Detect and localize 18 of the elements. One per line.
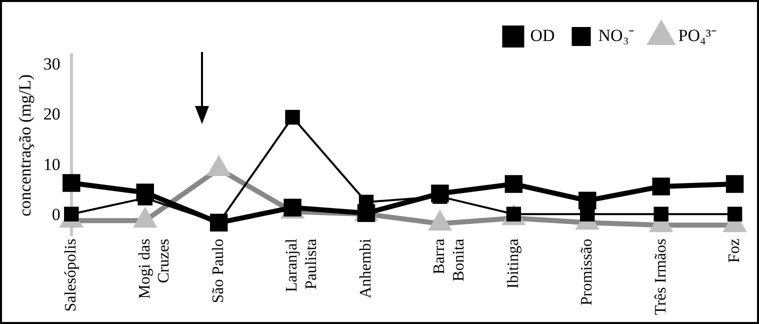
x-tick-label: Mogi das Cruzes	[136, 238, 173, 299]
y-tick-label: 0	[52, 205, 60, 224]
x-tick-label: Salesópolis	[62, 238, 80, 312]
x-tick-label: Foz	[726, 238, 744, 263]
x-tick-label: São Paulo	[210, 238, 228, 304]
y-tick-label: 30	[43, 54, 60, 74]
y-tick-label: 20	[43, 104, 60, 124]
y-tick-label: 10	[43, 154, 60, 174]
x-tick-label: Barra Bonita	[431, 238, 468, 282]
legend-label: PO₄³⁻	[678, 26, 718, 45]
legend-label: OD	[530, 26, 555, 45]
y-axis-title: concentração (mg/L)	[16, 74, 35, 216]
x-tick-label: Anhembi	[357, 238, 374, 298]
x-tick-label: Laranjal Paulista	[284, 238, 320, 292]
x-tick-label: Três Irmãos	[652, 238, 670, 315]
x-tick-label: Ibitinga	[504, 238, 522, 288]
legend-label: NO₃⁻	[598, 26, 635, 45]
x-tick-label: Promissão	[578, 238, 596, 306]
